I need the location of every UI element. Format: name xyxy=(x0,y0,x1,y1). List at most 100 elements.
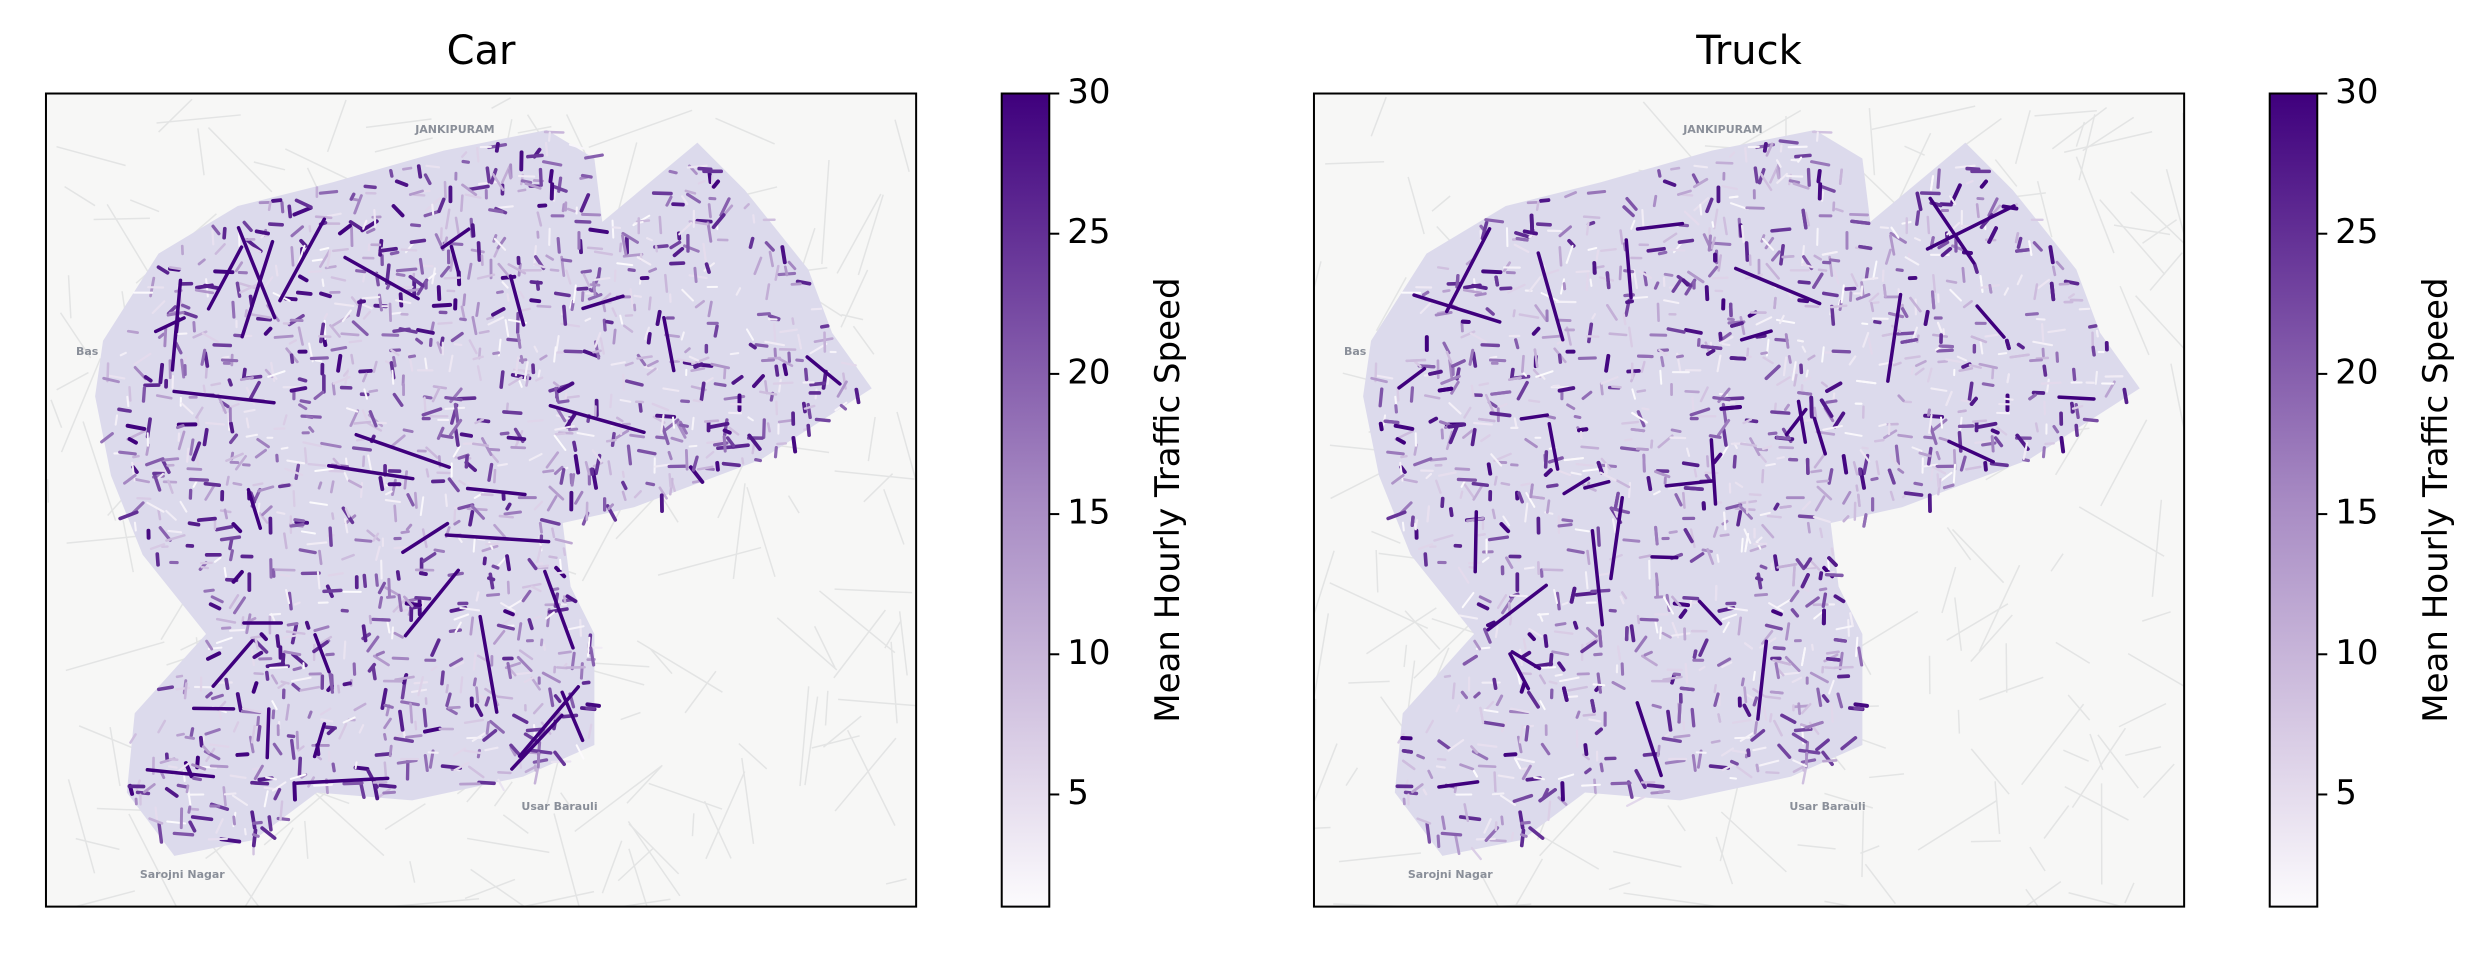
road-segment xyxy=(393,658,408,659)
road-segment xyxy=(466,456,467,466)
road-segment xyxy=(133,456,138,457)
road-segment xyxy=(1766,772,1778,773)
road-segment xyxy=(731,353,738,354)
road-segment xyxy=(1884,285,1885,296)
road-segment xyxy=(785,267,787,275)
road-segment xyxy=(2060,284,2068,285)
road-segment xyxy=(2093,347,2094,354)
road-segment xyxy=(497,697,512,699)
road-segment xyxy=(364,626,366,640)
road-segment xyxy=(1875,322,1880,323)
road-segment xyxy=(1625,439,1631,440)
road-segment xyxy=(1818,171,1819,181)
road-segment xyxy=(292,741,294,759)
road-segment xyxy=(1766,464,1775,465)
road-segment xyxy=(777,443,785,444)
road-segment xyxy=(1695,469,1696,476)
road-segment xyxy=(1442,833,1460,834)
road-segment xyxy=(174,833,192,834)
road-segment xyxy=(1654,196,1656,205)
road-segment xyxy=(1781,146,1782,152)
road-segment xyxy=(508,582,509,593)
road-segment xyxy=(1912,368,1913,375)
road-segment xyxy=(1738,512,1740,525)
road-segment xyxy=(442,672,443,683)
road-segment xyxy=(211,766,227,767)
road-segment xyxy=(190,479,207,480)
place-label: Sarojni Nagar xyxy=(1408,868,1493,881)
road-segment xyxy=(660,217,661,233)
road-segment xyxy=(1606,356,1608,371)
road-segment xyxy=(2042,324,2043,341)
road-segment xyxy=(2007,374,2008,382)
road-segment xyxy=(501,372,503,387)
road-segment xyxy=(120,452,136,454)
road-segment xyxy=(370,616,371,623)
road-segment xyxy=(1579,358,1595,359)
road-segment xyxy=(283,655,284,666)
road-segment xyxy=(1719,714,1720,721)
road-segment xyxy=(1963,364,1970,367)
road-segment xyxy=(1693,756,1695,771)
road-segment xyxy=(1684,463,1698,465)
road-segment xyxy=(1521,768,1526,769)
road-segment xyxy=(762,360,773,361)
road-segment xyxy=(295,520,304,521)
road-segment xyxy=(717,463,718,470)
road-segment xyxy=(402,532,409,533)
road-segment xyxy=(464,295,465,305)
road-segment xyxy=(204,430,206,445)
road-segment xyxy=(402,287,413,288)
road-segment xyxy=(1812,471,1821,472)
road-segment xyxy=(230,630,244,631)
road-segment xyxy=(1777,457,1783,458)
road-segment xyxy=(508,339,519,340)
road-segment xyxy=(2005,399,2013,400)
road-segment xyxy=(768,424,770,432)
road-segment xyxy=(237,283,239,296)
road-segment xyxy=(1898,333,1913,334)
road-segment xyxy=(1827,401,1836,402)
road-segment xyxy=(1665,274,1672,275)
road-segment xyxy=(1455,786,1456,792)
road-segment xyxy=(1628,371,1639,372)
road-segment xyxy=(258,717,259,726)
road-segment xyxy=(856,390,858,403)
road-segment xyxy=(1624,540,1639,541)
road-segment xyxy=(165,328,166,346)
road-segment xyxy=(1790,181,1798,183)
road-segment xyxy=(1707,287,1708,299)
road-segment xyxy=(1451,509,1452,515)
colorbar-label: Mean Hourly Traffic Speed xyxy=(2416,277,2456,722)
road-segment xyxy=(1721,407,1740,409)
road-segment xyxy=(282,203,283,212)
road-segment xyxy=(707,264,709,272)
road-segment xyxy=(1686,664,1687,682)
road-segment xyxy=(507,556,509,569)
road-segment xyxy=(2076,426,2077,436)
road-segment xyxy=(370,390,377,391)
road-segment xyxy=(1852,221,1869,223)
road-segment xyxy=(1425,554,1426,565)
road-segment xyxy=(1762,353,1767,354)
road-segment xyxy=(1428,507,1429,522)
road-segment xyxy=(1601,384,1602,394)
road-segment xyxy=(1670,250,1684,251)
road-segment xyxy=(321,293,330,296)
road-segment xyxy=(1970,383,1972,399)
road-segment xyxy=(1768,516,1781,517)
road-segment xyxy=(724,367,725,378)
road-segment xyxy=(551,270,558,271)
road-segment xyxy=(188,469,201,470)
road-segment xyxy=(623,375,624,390)
road-segment xyxy=(197,457,198,464)
road-segment xyxy=(1993,430,1998,432)
road-segment xyxy=(1502,483,1509,484)
road-segment xyxy=(1456,469,1469,470)
road-segment xyxy=(686,450,687,469)
road-segment xyxy=(1486,220,1503,222)
road-segment xyxy=(489,449,499,450)
road-segment xyxy=(282,448,288,449)
road-segment xyxy=(2043,448,2044,457)
road-segment xyxy=(1562,783,1563,799)
